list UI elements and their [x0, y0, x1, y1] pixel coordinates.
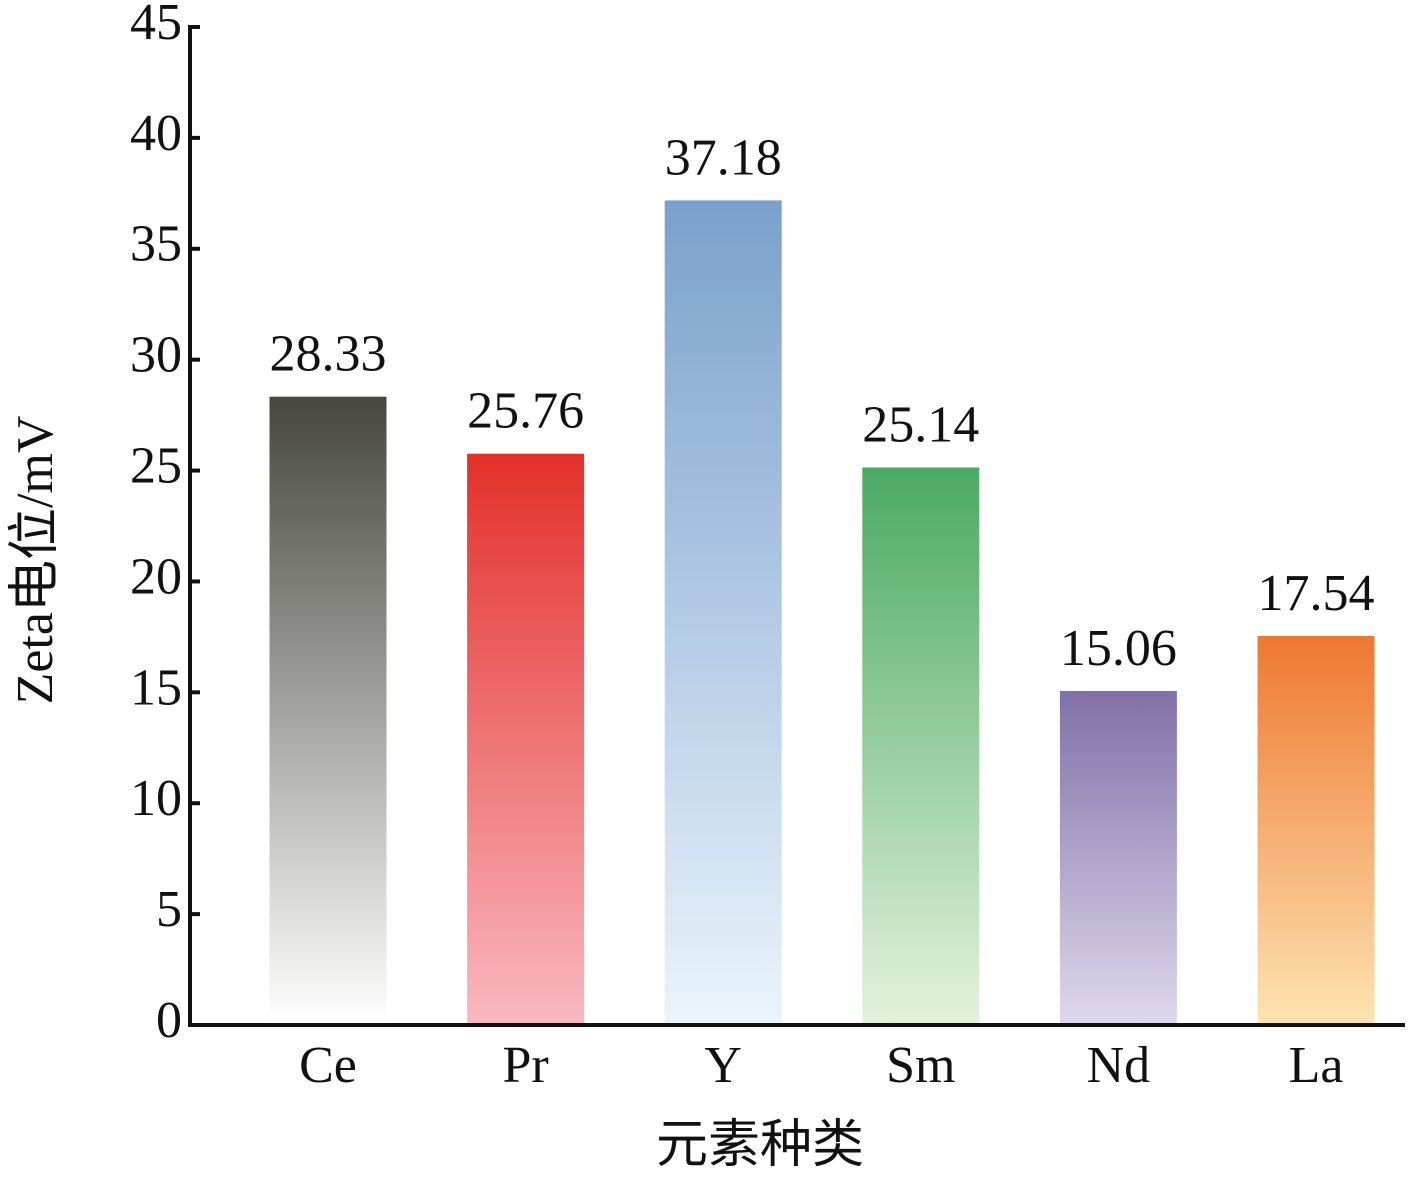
value-label: 37.18 [665, 129, 782, 186]
y-tick-label: 30 [130, 327, 182, 384]
y-tick-label: 45 [130, 0, 182, 51]
bar [1257, 636, 1375, 1025]
value-label: 28.33 [270, 326, 387, 383]
y-tick-label: 0 [156, 992, 182, 1049]
bar [269, 396, 387, 1025]
y-axis-title: Zeta电位/mV [7, 416, 64, 705]
x-tick-label: La [1289, 1037, 1344, 1094]
bar [862, 467, 980, 1025]
value-label: 15.06 [1060, 620, 1177, 677]
x-tick-label: Pr [502, 1037, 548, 1094]
x-tick-label: Ce [299, 1037, 357, 1094]
bar [664, 200, 782, 1025]
bar [1059, 691, 1177, 1025]
value-label: 17.54 [1258, 565, 1375, 622]
y-tick-label: 20 [130, 548, 182, 605]
value-label: 25.76 [467, 383, 584, 440]
value-label: 25.14 [862, 396, 979, 453]
x-axis-title: 元素种类 [656, 1117, 864, 1174]
y-tick-label: 10 [130, 770, 182, 827]
y-tick-label: 35 [130, 216, 182, 273]
x-tick-label: Nd [1087, 1037, 1151, 1094]
y-tick-label: 40 [130, 105, 182, 162]
x-tick-label: Sm [886, 1037, 955, 1094]
y-tick-label: 15 [130, 659, 182, 716]
y-tick-label: 5 [156, 881, 182, 938]
y-tick-label: 25 [130, 437, 182, 494]
bar [467, 453, 585, 1025]
x-tick-label: Y [704, 1037, 742, 1094]
